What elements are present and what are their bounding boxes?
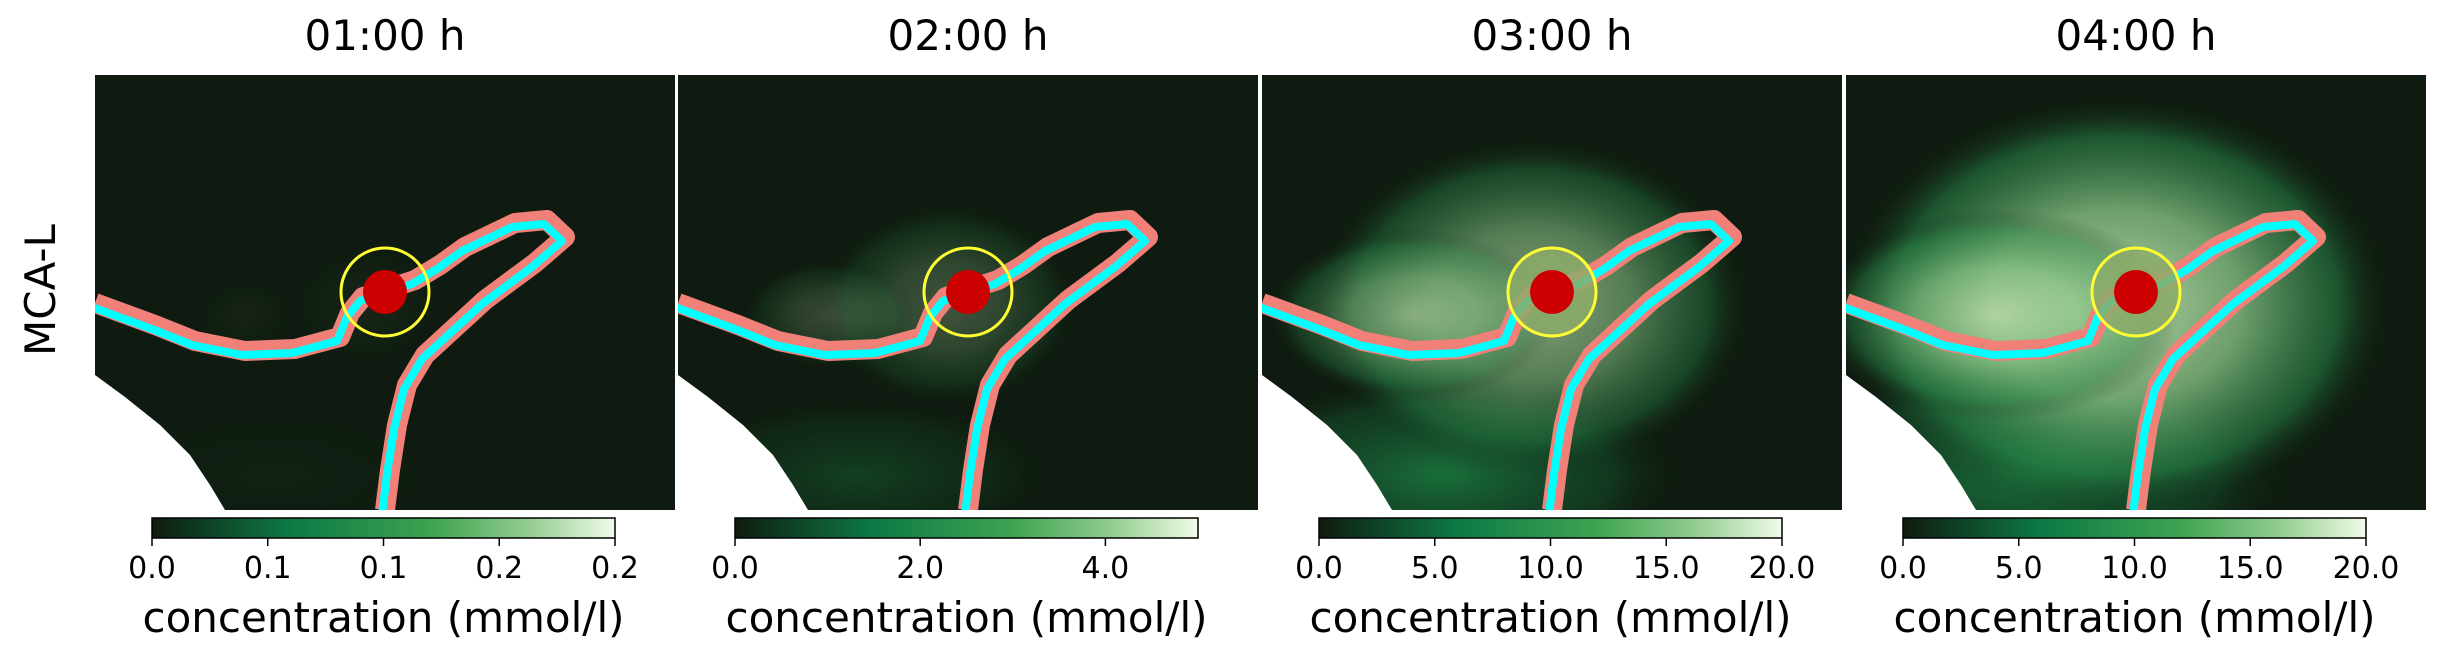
panel-2: 02:00 h 0.0 2.0 4.0 concentration (mmol/l) <box>678 11 1258 642</box>
panel-title: 04:00 h <box>2055 11 2216 60</box>
row-label: MCA-L <box>16 223 65 356</box>
colorbar-tick-label: 0.2 <box>591 551 639 586</box>
aneurysm-ring <box>922 246 1014 338</box>
aneurysm-core <box>946 270 990 314</box>
vessel <box>678 210 1158 510</box>
colorbar: 0.0 5.0 10.0 15.0 20.0 concentration (mmol/l) <box>1879 517 2400 642</box>
colorbar-gradient <box>1318 517 1783 539</box>
panel-1: 01:00 h 0.0 0.1 0.1 0.2 0.2 concentration (mmo… <box>95 11 675 642</box>
aneurysm-core <box>1530 270 1574 314</box>
panels: 01:00 h 0.0 0.1 0.1 0.2 0.2 concentration (mmo… <box>95 11 2426 642</box>
aneurysm-core <box>363 270 407 314</box>
colorbar-tick-label: 2.0 <box>896 551 944 586</box>
colorbar-tick-label: 10.0 <box>1517 551 1584 586</box>
aneurysm-ring <box>339 246 431 338</box>
colorbar-tick-label: 0.0 <box>711 551 759 586</box>
domain-cutout <box>1846 375 1976 510</box>
colorbar-tick-label: 15.0 <box>2217 551 2284 586</box>
vessel-wall-inner <box>95 220 566 510</box>
panel-title: 03:00 h <box>1471 11 1632 60</box>
colorbar-tick-label: 10.0 <box>2101 551 2168 586</box>
domain-cutout <box>95 375 225 510</box>
colorbar-tick-label: 0.0 <box>1879 551 1927 586</box>
concentration-plume-left <box>1846 209 2179 421</box>
colorbar-gradient <box>1902 517 2367 539</box>
concentration-plume-left <box>1267 229 1557 401</box>
colorbar-label: concentration (mmol/l) <box>1893 593 2375 642</box>
colorbar-tick-label: 20.0 <box>2333 551 2400 586</box>
colorbar-tick-label: 4.0 <box>1082 551 1130 586</box>
colorbar-tick-label: 0.2 <box>475 551 523 586</box>
colorbar-gradient <box>734 517 1199 539</box>
vessel-wall-inner <box>678 220 1149 510</box>
heatmap <box>678 75 1258 510</box>
colorbar-gradient <box>151 517 616 539</box>
vessel <box>1846 210 2326 510</box>
colorbar-tick-label: 0.0 <box>128 551 176 586</box>
domain-cutout <box>1262 375 1392 510</box>
heatmap <box>1262 75 1842 510</box>
heatmap <box>1846 75 2426 510</box>
colorbar-tick-label: 20.0 <box>1749 551 1816 586</box>
vessel-wall-inner <box>1846 220 2317 510</box>
vessel <box>95 210 575 510</box>
panel-title: 02:00 h <box>887 11 1048 60</box>
colorbar-label: concentration (mmol/l) <box>725 593 1207 642</box>
colorbar-tick-label: 5.0 <box>1411 551 1459 586</box>
heatmap <box>95 75 675 510</box>
concentration-plume-left <box>197 281 293 349</box>
colorbar: 0.0 5.0 10.0 15.0 20.0 concentration (mmol/l) <box>1295 517 1816 642</box>
panel-title: 01:00 h <box>304 11 465 60</box>
panel-3: 03:00 h 0.0 5.0 10.0 15.0 20.0 concentration (… <box>1262 11 1842 642</box>
colorbar-tick-label: 15.0 <box>1633 551 1700 586</box>
colorbar-tick-label: 0.1 <box>360 551 408 586</box>
domain-cutout <box>678 375 808 510</box>
colorbar-tick-label: 5.0 <box>1995 551 2043 586</box>
colorbar-tick-label: 0.0 <box>1295 551 1343 586</box>
colorbar: 0.0 0.1 0.1 0.2 0.2 concentration (mmol/l) <box>128 517 639 642</box>
vessel <box>1262 210 1742 510</box>
colorbar-label: concentration (mmol/l) <box>142 593 624 642</box>
colorbar-tick-label: 0.1 <box>244 551 292 586</box>
panel-4: 04:00 h 0.0 5.0 10.0 15.0 20.0 concentration (… <box>1846 11 2426 642</box>
aneurysm-core <box>2114 270 2158 314</box>
colorbar: 0.0 2.0 4.0 concentration (mmol/l) <box>711 517 1208 642</box>
colorbar-label: concentration (mmol/l) <box>1309 593 1791 642</box>
vessel-wall-inner <box>1262 220 1733 510</box>
